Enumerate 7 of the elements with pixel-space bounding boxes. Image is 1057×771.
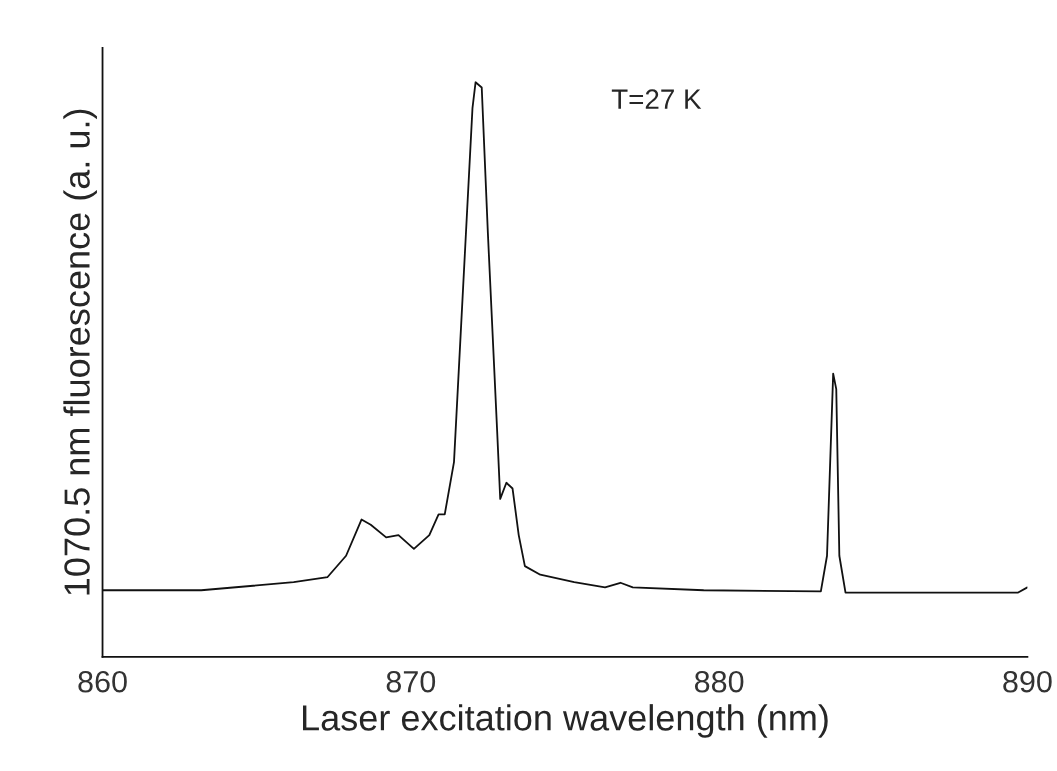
x-tick-label: 890 (1003, 670, 1052, 693)
x-tick-label: 880 (694, 670, 744, 693)
x-tick-label: 860 (78, 670, 127, 693)
x-axis-title: Laser excitation wavelength (nm) (303, 704, 828, 738)
x-tick-label: 870 (386, 670, 436, 693)
annotation: T=27 K (611, 89, 702, 109)
y-axis-title: 1070.5 nm fluorescence (a. u.) (63, 109, 97, 595)
